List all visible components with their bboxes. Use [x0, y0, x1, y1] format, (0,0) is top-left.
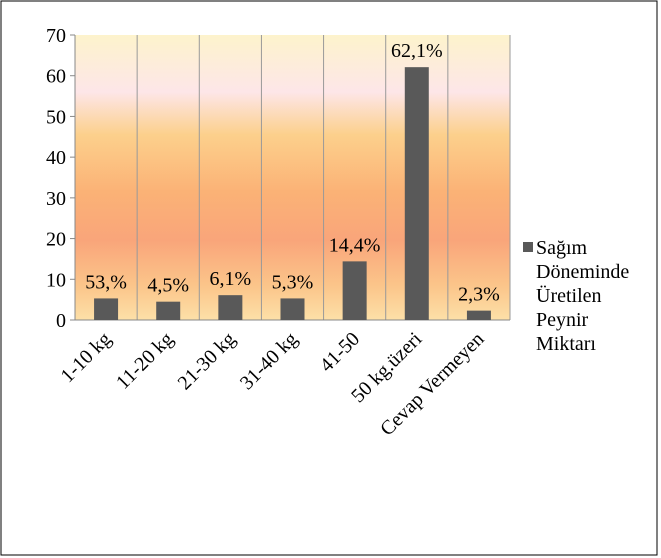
bar	[466, 310, 491, 320]
bar	[156, 301, 181, 320]
value-label: 62,1%	[391, 40, 443, 62]
y-tick-label: 30	[46, 188, 66, 210]
bar	[94, 298, 119, 320]
bar	[404, 67, 429, 321]
value-label: 6,1%	[210, 268, 252, 290]
bar	[342, 261, 367, 320]
value-label: 14,4%	[329, 234, 381, 256]
bar	[218, 295, 243, 320]
value-label: 5,3%	[272, 271, 314, 293]
y-tick-label: 50	[46, 106, 66, 128]
legend-swatch	[523, 242, 533, 252]
value-label: 2,3%	[458, 284, 500, 306]
plot-area	[75, 35, 510, 320]
y-tick-label: 10	[46, 269, 66, 291]
value-label: 53,%	[85, 271, 127, 293]
y-tick-label: 40	[46, 147, 66, 169]
bar	[280, 298, 305, 320]
legend-label: Sağım Döneminde Üretilen Peynir Miktarı	[536, 237, 629, 355]
y-tick-label: 70	[46, 25, 66, 47]
y-tick-label: 0	[56, 310, 66, 332]
y-tick-label: 60	[46, 66, 66, 88]
y-tick-label: 20	[46, 229, 66, 251]
value-label: 4,5%	[147, 275, 189, 297]
